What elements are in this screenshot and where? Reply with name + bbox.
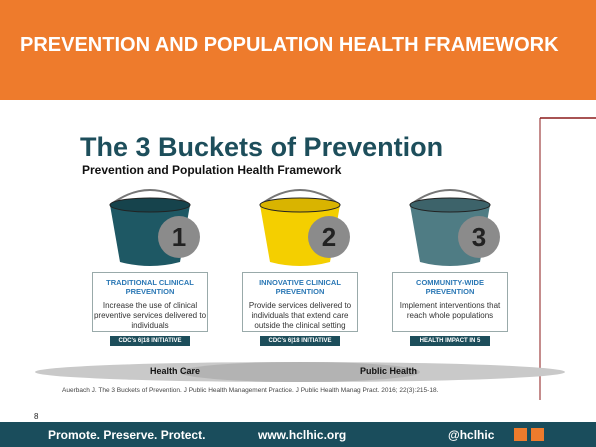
spectrum-left: Health Care — [150, 366, 200, 376]
bucket-rim — [260, 198, 340, 212]
bucket-box: INNOVATIVE CLINICAL PREVENTION Provide se… — [242, 272, 358, 332]
bucket-box: COMMUNITY-WIDE PREVENTION Implement inter… — [392, 272, 508, 332]
bucket-box: TRADITIONAL CLINICAL PREVENTION Increase … — [92, 272, 208, 332]
bucket-text: Implement interventions that reach whole… — [393, 301, 507, 321]
bucket-heading: INNOVATIVE CLINICAL PREVENTION — [243, 278, 357, 296]
bucket-rim — [410, 198, 490, 212]
content-title: The 3 Buckets of Prevention — [80, 132, 443, 163]
slide-page: {"header": {"title": "PREVENTION AND POP… — [0, 0, 596, 447]
spectrum-right: Public Health — [360, 366, 417, 376]
bucket-text: Provide services delivered to individual… — [243, 301, 357, 331]
bucket-heading: TRADITIONAL CLINICAL PREVENTION — [93, 278, 207, 296]
footer-handle[interactable]: @hclhic — [448, 428, 494, 442]
bucket-text: Increase the use of clinical preventive … — [93, 301, 207, 331]
bucket-badge: CDC's 6|18 INITIATIVE — [260, 336, 340, 346]
page-number: 8 — [34, 412, 38, 421]
citation: Auerbach J. The 3 Buckets of Prevention.… — [62, 387, 438, 394]
twitter-icon[interactable] — [514, 428, 527, 441]
bucket-number: 2 — [308, 216, 350, 258]
bucket-badge: CDC's 6|18 INITIATIVE — [110, 336, 190, 346]
bucket-number: 1 — [158, 216, 200, 258]
bucket-heading: COMMUNITY-WIDE PREVENTION — [393, 278, 507, 296]
footer-slogan: Promote. Preserve. Protect. — [48, 428, 205, 442]
footer-bar: Promote. Preserve. Protect. www.hclhic.o… — [0, 422, 596, 447]
facebook-icon[interactable] — [531, 428, 544, 441]
decor — [0, 0, 596, 447]
bucket-rim — [110, 198, 190, 212]
bucket-number: 3 — [458, 216, 500, 258]
footer-website[interactable]: www.hclhic.org — [258, 428, 346, 442]
content-subtitle: Prevention and Population Health Framewo… — [82, 163, 341, 177]
bucket-badge: HEALTH IMPACT IN 5 YEARS — [410, 336, 490, 346]
